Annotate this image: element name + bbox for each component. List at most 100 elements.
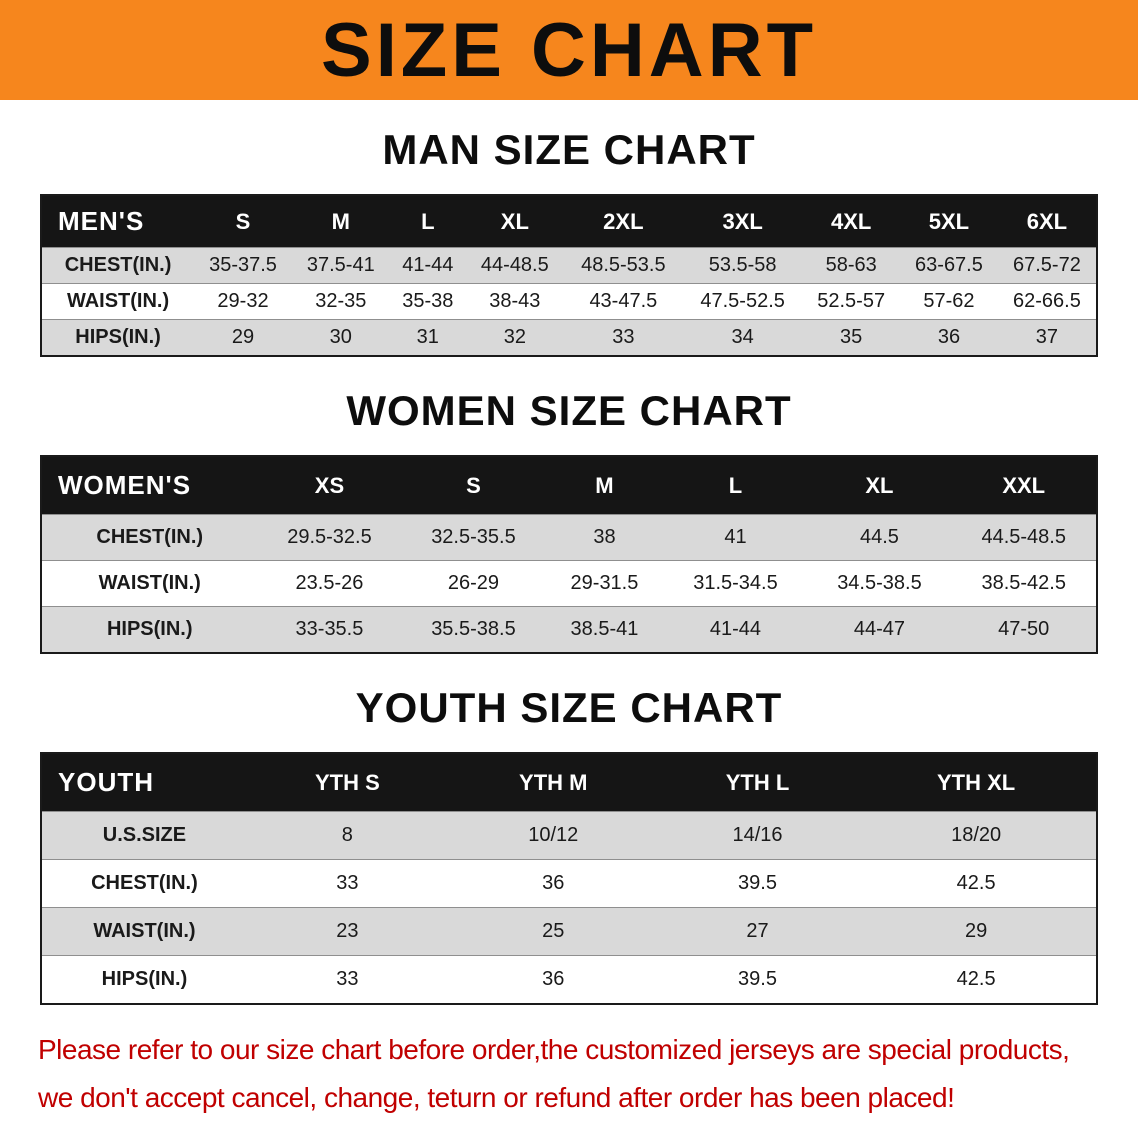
men-size-table: MEN'S S M L XL 2XL 3XL 4XL 5XL 6XL CHEST(IN.) 35-37…	[40, 194, 1098, 357]
size-column-header: XXL	[951, 456, 1097, 515]
size-value-cell: 41-44	[663, 606, 808, 653]
size-value-cell: 18/20	[856, 811, 1097, 860]
size-column-header: M	[545, 456, 664, 515]
size-value-cell: 8	[246, 811, 448, 860]
notice-line-2: we don't accept cancel, change, teturn o…	[38, 1081, 955, 1113]
size-value-cell: 58-63	[802, 247, 901, 284]
women-size-table: WOMEN'S XS S M L XL XXL CHEST(IN.) 29.5-32.5 32.5…	[40, 455, 1098, 654]
size-value-cell: 53.5-58	[683, 247, 803, 284]
size-value-cell: 35-38	[389, 283, 466, 320]
table-row: WAIST(IN.) 23.5-26 26-29 29-31.5 31.5-34.5 34…	[41, 560, 1097, 607]
size-value-cell: 34.5-38.5	[807, 560, 952, 607]
size-value-cell: 27	[658, 907, 857, 956]
row-label: WAIST(IN.)	[41, 283, 195, 320]
size-column-header: YTH S	[246, 753, 448, 812]
size-column-header: 5XL	[900, 195, 998, 248]
size-value-cell: 38.5-41	[545, 606, 664, 653]
size-value-cell: 29-31.5	[545, 560, 664, 607]
size-value-cell: 36	[900, 319, 998, 356]
size-column-header: 6XL	[997, 195, 1097, 248]
size-column-header: YTH XL	[856, 753, 1097, 812]
table-row: CHEST(IN.) 35-37.5 37.5-41 41-44 44-48.5 48.5…	[41, 247, 1097, 284]
size-value-cell: 36	[447, 859, 659, 908]
size-value-cell: 30	[291, 319, 390, 356]
size-value-cell: 29	[194, 319, 292, 356]
row-label: CHEST(IN.)	[41, 859, 247, 908]
size-value-cell: 25	[447, 907, 659, 956]
table-title-cell: MEN'S	[41, 195, 195, 248]
size-value-cell: 44.5-48.5	[951, 514, 1097, 561]
size-value-cell: 38-43	[465, 283, 564, 320]
size-value-cell: 39.5	[658, 859, 857, 908]
table-row: CHEST(IN.) 33 36 39.5 42.5	[41, 859, 1097, 908]
table-header-row: YOUTH YTH S YTH M YTH L YTH XL	[41, 753, 1097, 812]
size-value-cell: 57-62	[900, 283, 998, 320]
size-value-cell: 31	[389, 319, 466, 356]
size-value-cell: 33	[563, 319, 683, 356]
size-value-cell: 10/12	[447, 811, 659, 860]
row-label: WAIST(IN.)	[41, 907, 247, 956]
size-column-header: S	[194, 195, 292, 248]
section-heading-youth: YOUTH SIZE CHART	[355, 684, 783, 731]
size-column-header: 4XL	[802, 195, 901, 248]
size-chart-sections: MAN SIZE CHART MEN'S S M L XL 2XL 3XL 4XL 5XL 6XL C…	[0, 126, 1138, 1005]
size-value-cell: 32-35	[291, 283, 390, 320]
row-label: HIPS(IN.)	[41, 955, 247, 1004]
size-value-cell: 37.5-41	[291, 247, 390, 284]
size-value-cell: 47.5-52.5	[683, 283, 803, 320]
size-column-header: YTH L	[658, 753, 857, 812]
size-value-cell: 67.5-72	[997, 247, 1097, 284]
size-value-cell: 34	[683, 319, 803, 356]
table-row: WAIST(IN.) 29-32 32-35 35-38 38-43 43-47.5 47.…	[41, 283, 1097, 320]
size-value-cell: 47-50	[951, 606, 1097, 653]
size-column-header: 2XL	[563, 195, 683, 248]
size-value-cell: 35-37.5	[194, 247, 292, 284]
size-column-header: XL	[807, 456, 952, 515]
table-header-row: MEN'S S M L XL 2XL 3XL 4XL 5XL 6XL	[41, 195, 1097, 248]
row-label: HIPS(IN.)	[41, 319, 195, 356]
size-column-header: L	[389, 195, 466, 248]
size-value-cell: 41-44	[389, 247, 466, 284]
size-value-cell: 39.5	[658, 955, 857, 1004]
size-value-cell: 32.5-35.5	[401, 514, 546, 561]
row-label: CHEST(IN.)	[41, 247, 195, 284]
table-row: U.S.SIZE 8 10/12 14/16 18/20	[41, 811, 1097, 860]
size-value-cell: 42.5	[856, 955, 1097, 1004]
size-value-cell: 32	[465, 319, 564, 356]
table-header-row: WOMEN'S XS S M L XL XXL	[41, 456, 1097, 515]
size-value-cell: 41	[663, 514, 808, 561]
size-value-cell: 36	[447, 955, 659, 1004]
notice-line-1: Please refer to our size chart before or…	[38, 1034, 1070, 1065]
size-column-header: L	[663, 456, 808, 515]
size-value-cell: 43-47.5	[563, 283, 683, 320]
size-value-cell: 29.5-32.5	[257, 514, 402, 561]
size-value-cell: 33-35.5	[257, 606, 402, 653]
section-heading-men: MAN SIZE CHART	[382, 126, 756, 173]
section-heading-women: WOMEN SIZE CHART	[346, 387, 792, 434]
size-value-cell: 38	[545, 514, 664, 561]
row-label: HIPS(IN.)	[41, 606, 258, 653]
page-title: SIZE CHART	[321, 7, 817, 93]
size-value-cell: 52.5-57	[802, 283, 901, 320]
size-value-cell: 38.5-42.5	[951, 560, 1097, 607]
size-column-header: M	[291, 195, 390, 248]
table-row: WAIST(IN.) 23 25 27 29	[41, 907, 1097, 956]
size-value-cell: 33	[246, 859, 448, 908]
size-column-header: XS	[257, 456, 402, 515]
table-row: CHEST(IN.) 29.5-32.5 32.5-35.5 38 41 44.5 44.5…	[41, 514, 1097, 561]
size-value-cell: 26-29	[401, 560, 546, 607]
size-value-cell: 62-66.5	[997, 283, 1097, 320]
size-value-cell: 48.5-53.5	[563, 247, 683, 284]
size-value-cell: 23	[246, 907, 448, 956]
size-value-cell: 44.5	[807, 514, 952, 561]
table-row: HIPS(IN.) 33 36 39.5 42.5	[41, 955, 1097, 1004]
row-label: U.S.SIZE	[41, 811, 247, 860]
size-column-header: S	[401, 456, 546, 515]
table-row: HIPS(IN.) 33-35.5 35.5-38.5 38.5-41 41-44 44-…	[41, 606, 1097, 653]
table-title-cell: WOMEN'S	[41, 456, 258, 515]
table-row: HIPS(IN.) 29 30 31 32 33 34 35 36 37	[41, 319, 1097, 356]
size-value-cell: 44-47	[807, 606, 952, 653]
size-value-cell: 37	[997, 319, 1097, 356]
size-column-header: 3XL	[683, 195, 803, 248]
